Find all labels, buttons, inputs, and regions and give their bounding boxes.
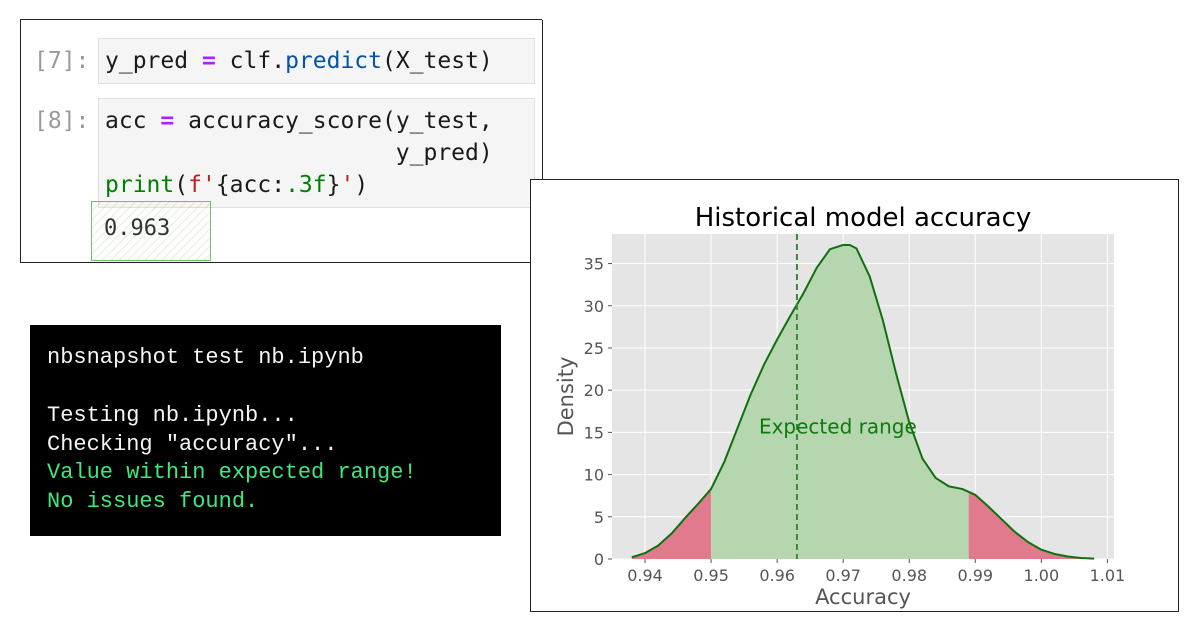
y-tick-label: 25 [584, 339, 604, 358]
expected-range-label: Expected range [759, 414, 917, 438]
terminal-no-issues-line: No issues found. [47, 489, 259, 514]
y-tick-label: 20 [584, 381, 604, 400]
x-tick-label: 0.98 [891, 566, 927, 585]
y-tick-label: 35 [584, 255, 604, 274]
cell-8-quote-close: ' [340, 172, 355, 198]
y-axis-label: Density [554, 357, 578, 437]
cell-8-output-highlight: 0.963 [91, 201, 211, 261]
x-tick-label: 1.00 [1024, 566, 1060, 585]
x-axis-label: Accuracy [815, 585, 911, 609]
above-range-area [968, 491, 1095, 559]
y-tick-label: 15 [584, 423, 604, 442]
cell-7-code-line: y_pred = clf.predict(X_test) [105, 48, 493, 74]
accuracy-density-chart: Historical model accuracy Expected range… [554, 203, 1125, 609]
chart-title: Historical model accuracy [695, 203, 1032, 233]
cell-8-prompt: [8]: [34, 108, 90, 134]
cell-8-fmt-close: } [326, 172, 341, 198]
below-range-area [631, 488, 712, 559]
terminal-success-line: Value within expected range! [47, 460, 417, 485]
y-axis-ticks: 0 5 10 15 20 25 30 35 [584, 255, 612, 569]
cell-8-code[interactable]: acc = accuracy_score(y_test, acc = accur… [98, 98, 535, 208]
cell-8-paren-close: ) [354, 172, 369, 198]
terminal-window: nbsnapshot test nb.ipynb Testing nb.ipyn… [30, 325, 501, 536]
cell-8-fstring-prefix: f [188, 172, 202, 198]
x-tick-label: 0.96 [759, 566, 795, 585]
terminal-command: nbsnapshot test nb.ipynb [47, 345, 364, 370]
cell-7-assign-op: = [201, 48, 216, 74]
cell-8-output-value: 0.963 [104, 216, 171, 241]
terminal-testing-line: Testing nb.ipynb... [47, 403, 298, 428]
cell-7-args: (X_test) [382, 48, 493, 74]
cell-8-quote-open: ' [201, 172, 216, 198]
cell-7-prompt: [7]: [34, 48, 90, 74]
cell-7-code[interactable]: y_pred = clf.predict(X_test) [98, 38, 535, 84]
cell-8-code-line-3: print(f'{acc:.3f}') [105, 172, 368, 198]
cell-8-code-line-2: acc = accuracy_score(y_pred) [105, 140, 493, 166]
density-curve-group [631, 243, 1095, 560]
terminal-checking-line: Checking "accuracy"... [47, 432, 338, 457]
x-axis-ticks: 0.94 0.95 0.96 0.97 0.98 0.99 1.00 1.01 [627, 559, 1125, 585]
y-tick-label: 30 [584, 297, 604, 316]
x-tick-label: 0.94 [627, 566, 663, 585]
density-curve [631, 243, 1095, 560]
cell-8-arg: y_pred) [395, 140, 493, 166]
cell-8-fmt-spec: .3f [285, 172, 327, 198]
cell-8-lhs: acc [105, 108, 147, 134]
density-fill [631, 244, 1095, 559]
chart-panel: Historical model accuracy Expected range… [530, 179, 1179, 612]
cell-7-method: predict [285, 48, 382, 74]
y-tick-label: 10 [584, 466, 604, 485]
notebook-panel-border [542, 20, 543, 182]
y-tick-label: 5 [594, 508, 604, 527]
x-tick-label: 0.99 [957, 566, 993, 585]
cell-8-fmt-open: {acc: [215, 172, 286, 198]
notebook-panel: [7]: y_pred = clf.predict(X_test) [8]: a… [20, 19, 543, 263]
cell-8-paren-open: ( [174, 172, 189, 198]
cell-7-obj: clf. [229, 48, 286, 74]
cell-7-lhs: y_pred [105, 48, 189, 74]
x-tick-label: 0.97 [825, 566, 861, 585]
y-tick-label: 0 [594, 550, 604, 569]
cell-8-print-fn: print [105, 172, 175, 198]
cell-8-call: accuracy_score(y_test, [188, 108, 493, 134]
cell-8-assign-op: = [160, 108, 175, 134]
cell-8-code-line-1: acc = accuracy_score(y_test, [105, 108, 493, 134]
x-tick-label: 0.95 [693, 566, 729, 585]
expected-range-area [711, 244, 969, 559]
x-tick-label: 1.01 [1090, 566, 1126, 585]
